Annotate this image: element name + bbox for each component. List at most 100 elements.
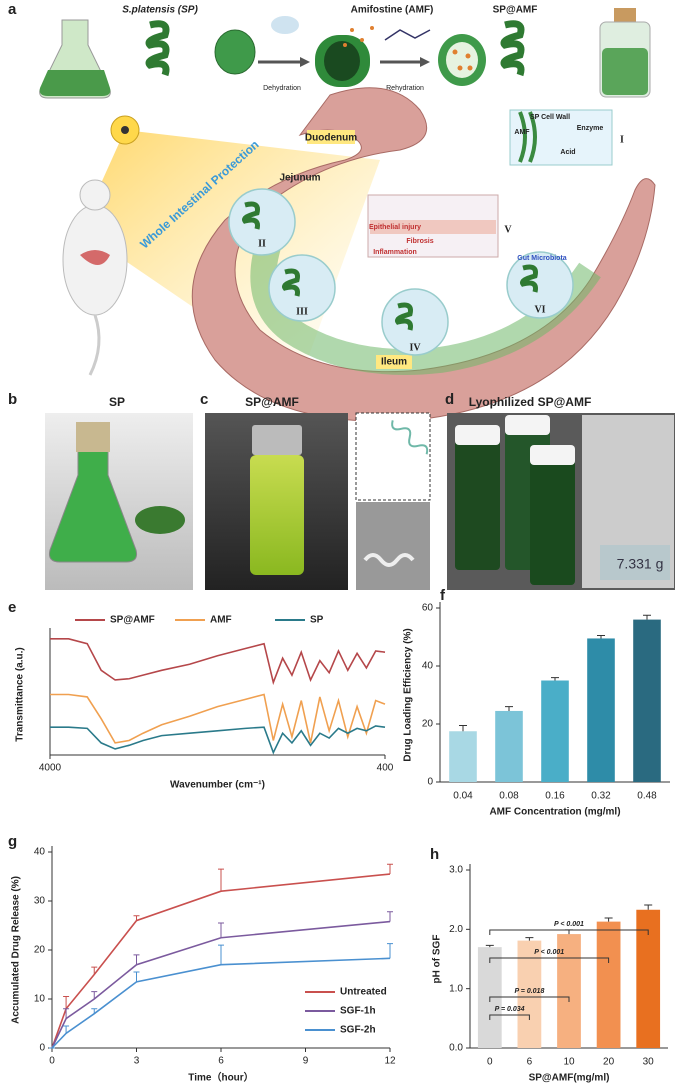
y-axis-label: Accumulated Drug Release (%): [11, 876, 22, 1024]
series-line: [51, 873, 391, 1049]
powder: [135, 506, 185, 534]
series-line: [51, 920, 391, 1049]
y-tick-label: 1.0: [449, 983, 463, 994]
bracket: [489, 996, 570, 1002]
error-bar: [91, 1008, 98, 1014]
y-tick-label: 60: [422, 603, 434, 614]
error-bar: [63, 1025, 70, 1034]
legend-label: SP: [310, 615, 324, 626]
bar: [517, 940, 542, 1048]
series-line: [51, 957, 391, 1049]
panel-letter: d: [445, 391, 454, 408]
y-tick-label: 40: [422, 661, 434, 672]
label: Amifostine (AMF): [351, 5, 434, 16]
x-tick-label: 3: [134, 1056, 140, 1067]
error-bar: [551, 677, 559, 681]
molecule: [384, 29, 431, 41]
x-tick-label: 0.32: [591, 791, 611, 802]
y-tick-label: 0.0: [449, 1043, 463, 1054]
legend-label: SGF-1h: [340, 1006, 376, 1017]
panel-a: a S.platensis (SP) Dehydration Amifostin…: [8, 1, 656, 422]
x-tick-label: 20: [603, 1057, 615, 1068]
y-tick-label: 0: [39, 1043, 45, 1054]
bracket: [489, 1014, 530, 1020]
mouse-head: [79, 179, 111, 211]
epithelium: [370, 220, 496, 234]
x-axis-label: Time（hour）: [188, 1071, 253, 1083]
tube-hole: [324, 41, 360, 81]
series-line: [50, 725, 386, 755]
x-tick-label: 0.48: [637, 791, 657, 802]
cell-wall: [518, 111, 537, 163]
bar: [596, 921, 621, 1048]
label: Epithelial injury: [369, 224, 421, 231]
y-tick-label: 2.0: [449, 924, 463, 935]
series-line: [50, 638, 386, 686]
bracket: [489, 929, 649, 935]
y-tick-label: 20: [34, 945, 46, 956]
error-bar: [218, 944, 224, 965]
panel-letter: h: [430, 846, 439, 863]
roman: V: [504, 224, 512, 235]
error-bar: [643, 614, 651, 620]
y-axis-label: pH of SGF: [432, 935, 443, 984]
panel-letter: g: [8, 833, 17, 850]
label: Acid: [560, 149, 575, 156]
legend-label: Untreated: [340, 987, 387, 998]
p-value: P < 0.001: [554, 921, 584, 928]
error-bar: [218, 868, 224, 892]
roman: II: [258, 238, 266, 249]
panel-letter: a: [8, 1, 17, 18]
panel-b: b SP: [8, 391, 193, 590]
error-bar: [525, 937, 534, 941]
bracket: [489, 957, 610, 963]
error-bar: [459, 724, 467, 732]
error-bar: [597, 635, 605, 639]
error-bar: [485, 944, 494, 948]
bar: [633, 619, 661, 782]
legend-label: SP@AMF: [110, 615, 155, 626]
spiral: [145, 20, 170, 77]
y-tick-label: 20: [422, 719, 434, 730]
y-axis-label: Drug Loading Efficiency (%): [403, 628, 414, 761]
label-bg: [376, 355, 412, 369]
roman: VI: [534, 304, 545, 315]
x-tick-label: 12: [384, 1056, 396, 1067]
label: Rehydration: [386, 85, 424, 92]
error-bar: [133, 971, 140, 982]
spiral: [500, 20, 525, 77]
mouse-gut: [80, 250, 110, 265]
panel-letter: e: [8, 599, 16, 616]
series-line: [50, 693, 386, 744]
p-value: P = 0.034: [495, 1006, 525, 1013]
x-tick-label: 10: [563, 1057, 575, 1068]
y-tick-label: 30: [34, 896, 46, 907]
x-tick-label: 0: [487, 1057, 493, 1068]
error-bar: [387, 943, 393, 959]
y-tick-label: 10: [34, 994, 46, 1005]
panel-letter: c: [200, 391, 208, 408]
label: Inflammation: [373, 249, 417, 256]
sem-image: [356, 502, 430, 590]
panel-title: SP: [109, 395, 125, 409]
zoom-circles: [228, 188, 574, 356]
label-bg: [307, 130, 355, 144]
legend-label: AMF: [210, 615, 232, 626]
label: Enzyme: [577, 125, 604, 132]
bottle-liquid: [602, 48, 648, 95]
x-tick-label: 4000: [39, 763, 62, 774]
radiation-core: [121, 126, 129, 134]
label: S.platensis (SP): [122, 5, 198, 16]
x-axis-label: SP@AMF(mg/ml): [529, 1073, 610, 1083]
error-bar: [133, 954, 140, 965]
arrow-head: [420, 57, 430, 67]
mouse-tail: [88, 314, 101, 376]
filament: [391, 420, 429, 455]
legend-label: SGF-2h: [340, 1025, 376, 1036]
arrow-head: [300, 57, 310, 67]
y-axis-label: Transmittance (a.u.): [15, 647, 26, 741]
error-bar: [387, 863, 393, 875]
error-bar: [133, 915, 140, 921]
x-tick-label: 6: [218, 1056, 224, 1067]
bar: [557, 934, 581, 1048]
